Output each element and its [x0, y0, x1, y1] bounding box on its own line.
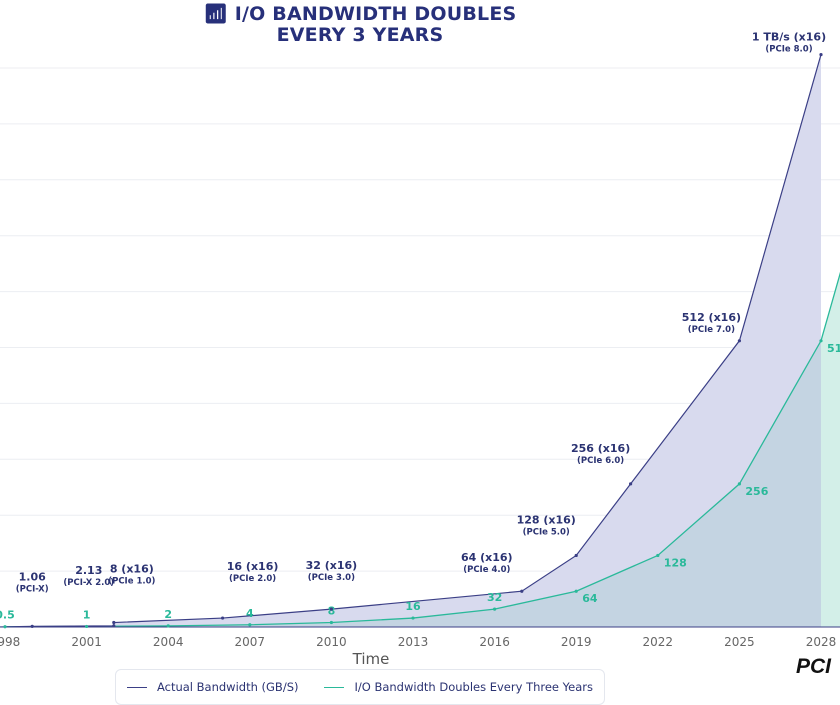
doubling-data-label: 4	[246, 607, 254, 620]
x-tick-label: 1998	[0, 635, 20, 649]
doubling-point	[737, 482, 742, 486]
actual-data-sublabel: (PCIe 3.0)	[308, 573, 355, 583]
actual-point	[30, 624, 34, 629]
legend-swatch	[126, 686, 147, 688]
doubling-data-label: 2	[164, 608, 172, 621]
chart-plot: 1998 2001 2004 2007 2010 2013 2016 2019 2022 2025…	[0, 31, 840, 668]
actual-data-sublabel: (PCIe 7.0)	[688, 325, 735, 335]
doubling-data-label: 512	[827, 342, 840, 355]
actual-point	[112, 624, 116, 628]
actual-point	[574, 553, 578, 558]
doubling-data-label: 16	[405, 600, 421, 613]
legend-item-actual[interactable]: Actual Bandwidth (GB/S)	[126, 680, 299, 694]
actual-point	[737, 339, 742, 343]
x-axis-label: Time	[352, 650, 390, 668]
x-tick-label: 2028	[806, 635, 837, 649]
x-tick-label: 2004	[153, 635, 184, 649]
actual-data-sublabel: (PCI-X 2.0)	[63, 578, 114, 588]
doubling-point	[819, 339, 823, 343]
doubling-data-label: 8	[328, 605, 336, 618]
actual-point	[629, 482, 633, 486]
x-tick-label: 2022	[643, 635, 674, 649]
actual-point	[819, 52, 823, 57]
doubling-point	[3, 625, 7, 629]
actual-data-sublabel: (PCIe 8.0)	[765, 45, 812, 55]
overlap-group	[5, 340, 821, 627]
pci-sig-logo: PCI	[796, 655, 832, 678]
actual-point	[520, 589, 524, 593]
doubling-point	[166, 624, 170, 628]
doubling-fill	[5, 340, 821, 627]
actual-point	[112, 620, 116, 625]
actual-data-sublabel: (PCIe 2.0)	[229, 574, 276, 584]
doubling-point	[248, 623, 252, 627]
actual-point	[221, 616, 225, 620]
x-tick-label: 2010	[316, 635, 347, 649]
x-tick-label: 2013	[398, 635, 429, 649]
actual-data-label: 32 (x16)	[306, 559, 358, 572]
title-line-1: I/O BANDWIDTH DOUBLES	[234, 3, 517, 25]
actual-data-label: 8 (x16)	[110, 563, 154, 576]
title-line-2: EVERY 3 YEARS	[276, 24, 444, 46]
doubling-data-label: 0.5	[0, 609, 15, 622]
doubling-data-label: 32	[487, 591, 502, 604]
actual-data-sublabel: (PCI-X)	[16, 584, 49, 594]
actual-data-label: 64 (x16)	[461, 551, 513, 564]
actual-data-sublabel: (PCIe 1.0)	[108, 577, 155, 587]
doubling-data-label: 256	[745, 485, 768, 498]
doubling-point	[411, 616, 415, 620]
actual-data-label: 128 (x16)	[517, 513, 576, 526]
legend-swatch	[324, 686, 345, 688]
x-tick-label: 2025	[724, 635, 755, 649]
doubling-point	[329, 620, 333, 625]
actual-data-label: 512 (x16)	[682, 311, 741, 324]
actual-data-label: 256 (x16)	[571, 442, 630, 455]
doubling-point	[574, 589, 578, 593]
legend-label: I/O Bandwidth Doubles Every Three Years	[354, 680, 594, 694]
legend: Actual Bandwidth (GB/S) I/O Bandwidth Do…	[115, 669, 605, 705]
x-tick-label: 2001	[71, 635, 102, 649]
doubling-data-label: 1	[83, 608, 91, 621]
actual-data-label: 16 (x16)	[227, 560, 279, 573]
actual-data-sublabel: (PCIe 6.0)	[577, 456, 624, 466]
wifi-signal-icon: 📶︎	[203, 3, 228, 25]
legend-item-doubling[interactable]: I/O Bandwidth Doubles Every Three Years	[324, 680, 593, 694]
actual-data-label: 1.06	[19, 570, 46, 583]
doubling-point	[656, 553, 660, 558]
actual-data-label: 1 TB/s (x16)	[752, 31, 826, 44]
actual-data-sublabel: (PCIe 4.0)	[463, 565, 510, 575]
x-tick-label: 2007	[235, 635, 266, 649]
plot-area	[0, 54, 840, 627]
doubling-point	[493, 607, 497, 611]
x-tick-label: 2016	[479, 635, 510, 649]
doubling-line	[4, 271, 840, 627]
doubling-data-label: 128	[664, 556, 687, 569]
actual-point	[329, 607, 333, 611]
chart-title: 📶︎ I/O BANDWIDTH DOUBLES EVERY 3 YEARS	[150, 4, 570, 46]
actual-data-sublabel: (PCIe 5.0)	[523, 527, 570, 537]
legend-label: Actual Bandwidth (GB/S)	[156, 680, 299, 694]
doubling-point	[85, 624, 89, 629]
doubling-data-label: 64	[582, 592, 598, 605]
actual-data-label: 2.13	[75, 564, 102, 577]
x-tick-label: 2019	[561, 635, 592, 649]
